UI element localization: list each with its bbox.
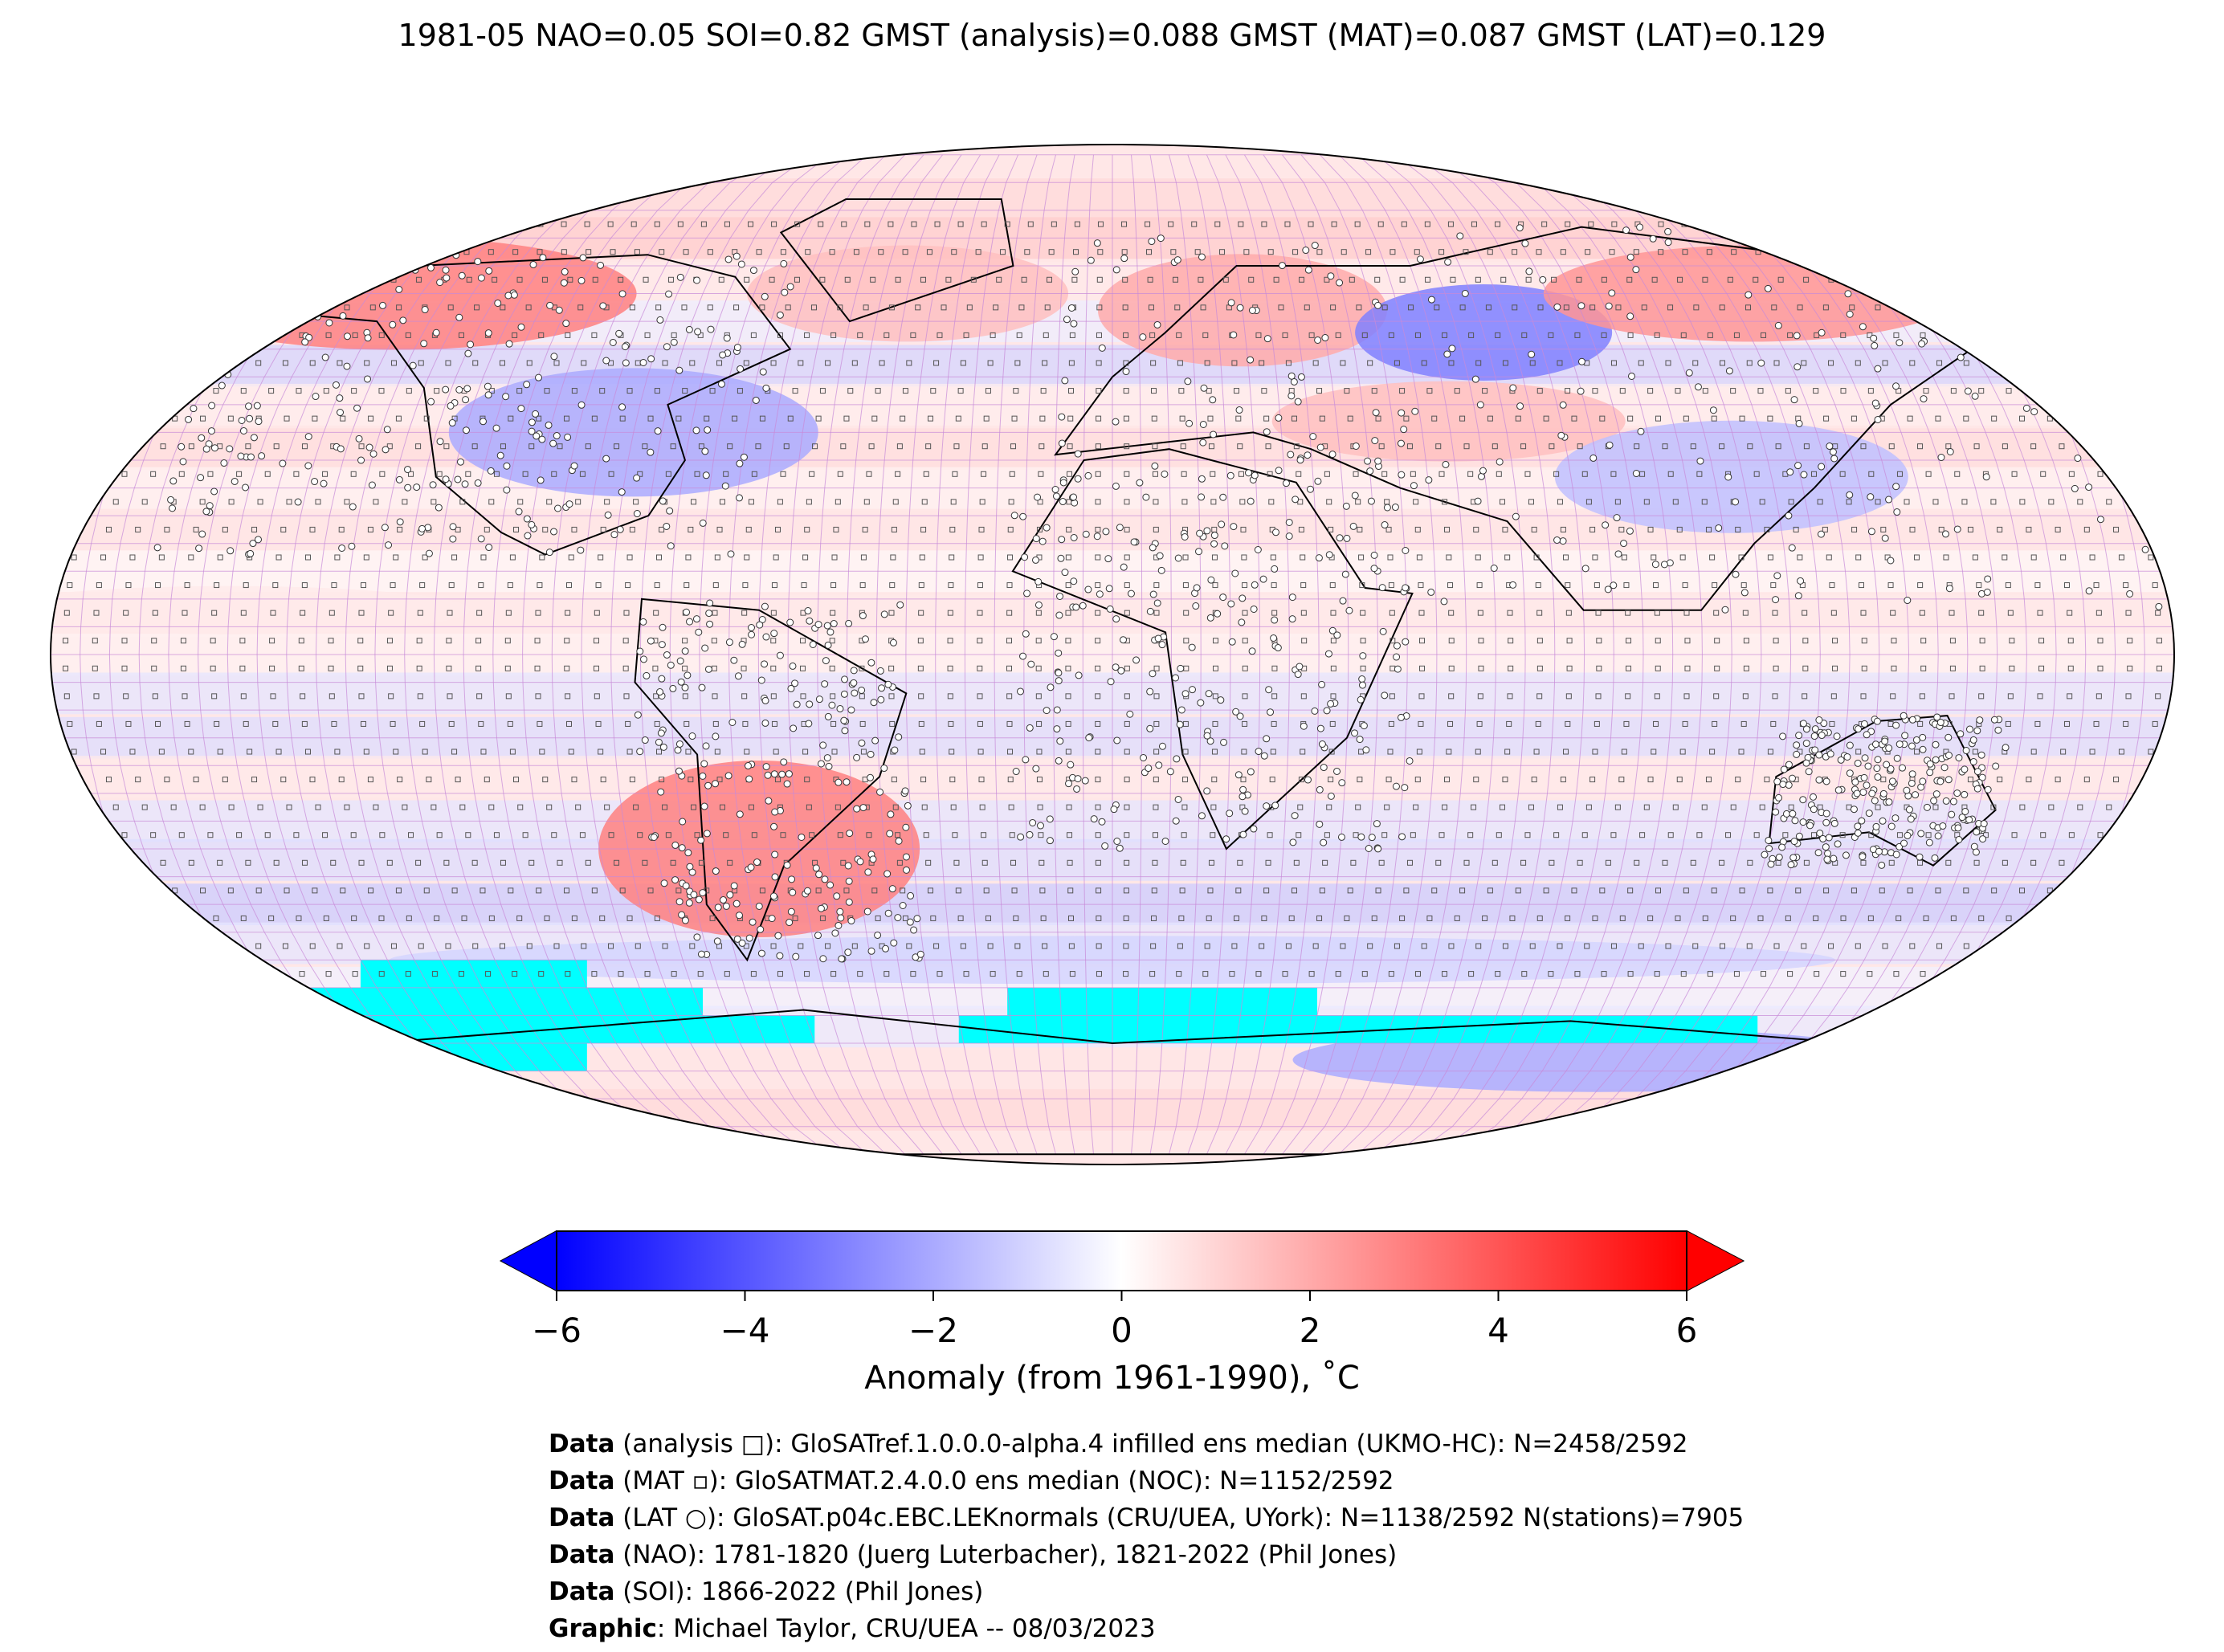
credit-line-lat: Data (LAT ○): GloSAT.p04c.EBC.LEKnormals… bbox=[549, 1503, 1745, 1532]
world-map bbox=[50, 144, 2175, 1165]
credit-line-soi: Data (SOI): 1866-2022 (Phil Jones) bbox=[549, 1577, 984, 1606]
missing-data-cells bbox=[242, 960, 1949, 1071]
colorbar-tick-label: 6 bbox=[1675, 1311, 1698, 1350]
credit-line-mat: Data (MAT ▫): GloSATMAT.2.4.0.0 ens medi… bbox=[549, 1466, 1394, 1495]
continent-outline bbox=[779, 198, 1014, 323]
colorbar bbox=[499, 1230, 1745, 1301]
page-title: 1981-05 NAO=0.05 SOI=0.82 GMST (analysis… bbox=[398, 18, 1826, 53]
credits: Data (analysis □): GloSATref.1.0.0.0-alp… bbox=[549, 1426, 1744, 1647]
colorbar-tick-label: 0 bbox=[1111, 1311, 1132, 1350]
continent-outline bbox=[634, 598, 908, 962]
continent-outline bbox=[252, 254, 792, 556]
credit-line-graphic: Graphic: Michael Taylor, CRU/UEA -- 08/0… bbox=[549, 1614, 1156, 1643]
colorbar-tick-label: −4 bbox=[720, 1311, 770, 1350]
station-markers bbox=[63, 221, 2163, 977]
colorbar-tick-label: 4 bbox=[1487, 1311, 1509, 1350]
colorbar-tick-label: −2 bbox=[908, 1311, 958, 1350]
map-border bbox=[50, 144, 2175, 1165]
colorbar-extend-min bbox=[501, 1231, 557, 1291]
credit-line-analysis: Data (analysis □): GloSATref.1.0.0.0-alp… bbox=[549, 1430, 1688, 1458]
colorbar-tick-label: 2 bbox=[1299, 1311, 1321, 1350]
credit-line-nao: Data (NAO): 1781-1820 (Juerg Luterbacher… bbox=[549, 1540, 1398, 1569]
colorbar-extend-max bbox=[1687, 1231, 1743, 1291]
colorbar-tick-label: −6 bbox=[532, 1311, 582, 1350]
colorbar-label: Anomaly (from 1961-1990), ˚C bbox=[864, 1360, 1360, 1397]
continent-outline bbox=[1054, 226, 2019, 611]
colorbar-gradient bbox=[556, 1230, 1687, 1291]
continent-outline bbox=[1011, 448, 1414, 850]
